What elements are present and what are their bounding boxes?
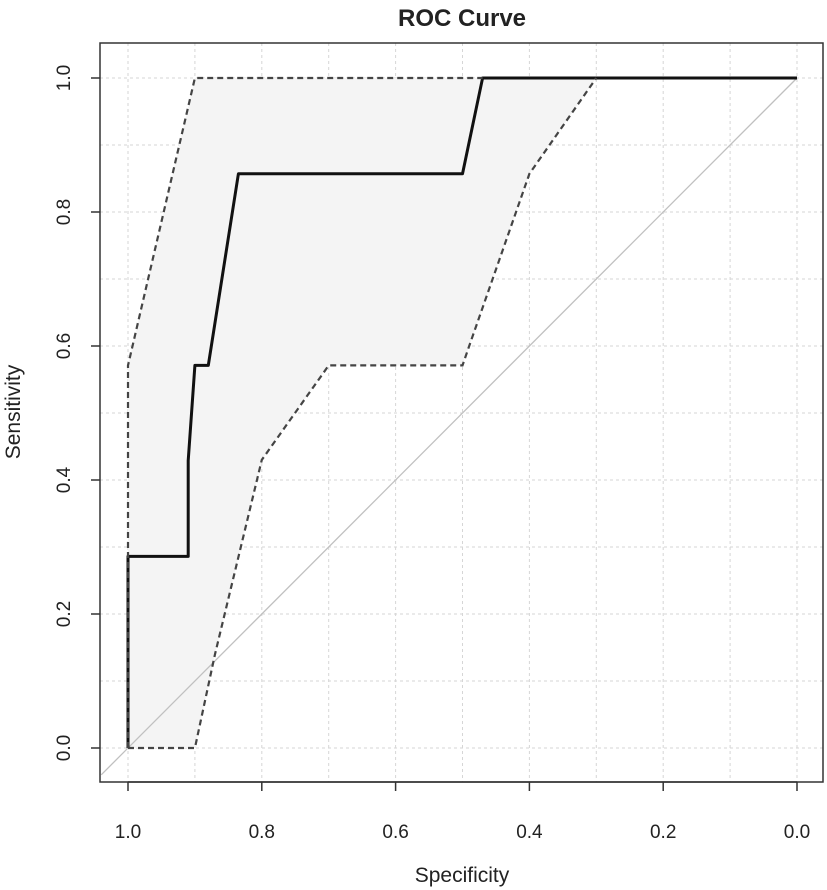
x-tick-label: 0.0 (784, 822, 810, 843)
y-tick-label: 0.2 (54, 601, 75, 627)
x-tick-label: 0.8 (249, 822, 275, 843)
confidence-band (128, 78, 597, 748)
x-axis-label: Specificity (415, 864, 510, 887)
x-tick-label: 0.6 (382, 822, 408, 843)
ci-bound-line-1 (126, 76, 483, 748)
chart-title: ROC Curve (398, 5, 526, 32)
y-tick-label: 0.8 (54, 199, 75, 225)
y-tick-label: 0.0 (54, 735, 75, 761)
roc-curve-line (126, 76, 797, 748)
x-tick-label: 1.0 (115, 822, 141, 843)
y-tick-label: 0.6 (54, 333, 75, 359)
x-tick-label: 0.2 (650, 822, 676, 843)
y-axis-label: Sensitivity (2, 364, 25, 459)
y-axis: 0.0 0.2 0.4 0.6 0.8 1.0 (54, 65, 100, 761)
ci-bound-line-2 (128, 77, 598, 750)
series-group (126, 76, 797, 750)
y-tick-label: 0.4 (54, 466, 75, 493)
reference-diagonal (100, 77, 798, 776)
x-tick-label: 0.4 (516, 822, 543, 843)
y-tick-label: 1.0 (54, 65, 75, 91)
x-axis: 1.0 0.8 0.6 0.4 0.2 0.0 (115, 781, 810, 843)
reference-diagonal-line (100, 77, 798, 776)
